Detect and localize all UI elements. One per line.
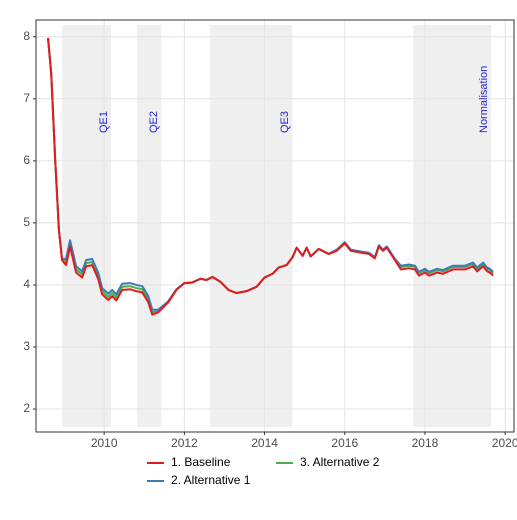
period-label: QE3 [279, 111, 291, 133]
legend-label: 1. Baseline [171, 455, 231, 469]
y-tick-label: 2 [23, 401, 30, 415]
y-tick-label: 7 [23, 91, 30, 105]
shaded-period [62, 25, 111, 427]
period-label: QE1 [98, 111, 110, 133]
period-label: Normalisation [478, 66, 490, 133]
x-tick-label: 2020 [492, 436, 517, 450]
series-line [47, 37, 494, 316]
y-tick-label: 8 [23, 29, 30, 43]
y-tick-label: 5 [23, 215, 30, 229]
legend-label: 3. Alternative 2 [300, 455, 380, 469]
panel-border [35, 19, 515, 433]
x-tick-label: 2010 [91, 436, 118, 450]
period-label: QE2 [148, 111, 160, 133]
x-tick-label: 2014 [251, 436, 278, 450]
y-tick-label: 4 [23, 277, 30, 291]
y-tick-label: 6 [23, 153, 30, 167]
x-tick-label: 2018 [412, 436, 439, 450]
y-tick-label: 3 [23, 339, 30, 353]
x-tick-label: 2012 [171, 436, 198, 450]
shaded-period [137, 25, 162, 427]
legend-label: 2. Alternative 1 [171, 473, 251, 487]
shaded-period [210, 25, 293, 427]
shaded-period [413, 25, 492, 427]
x-tick-label: 2016 [331, 436, 358, 450]
